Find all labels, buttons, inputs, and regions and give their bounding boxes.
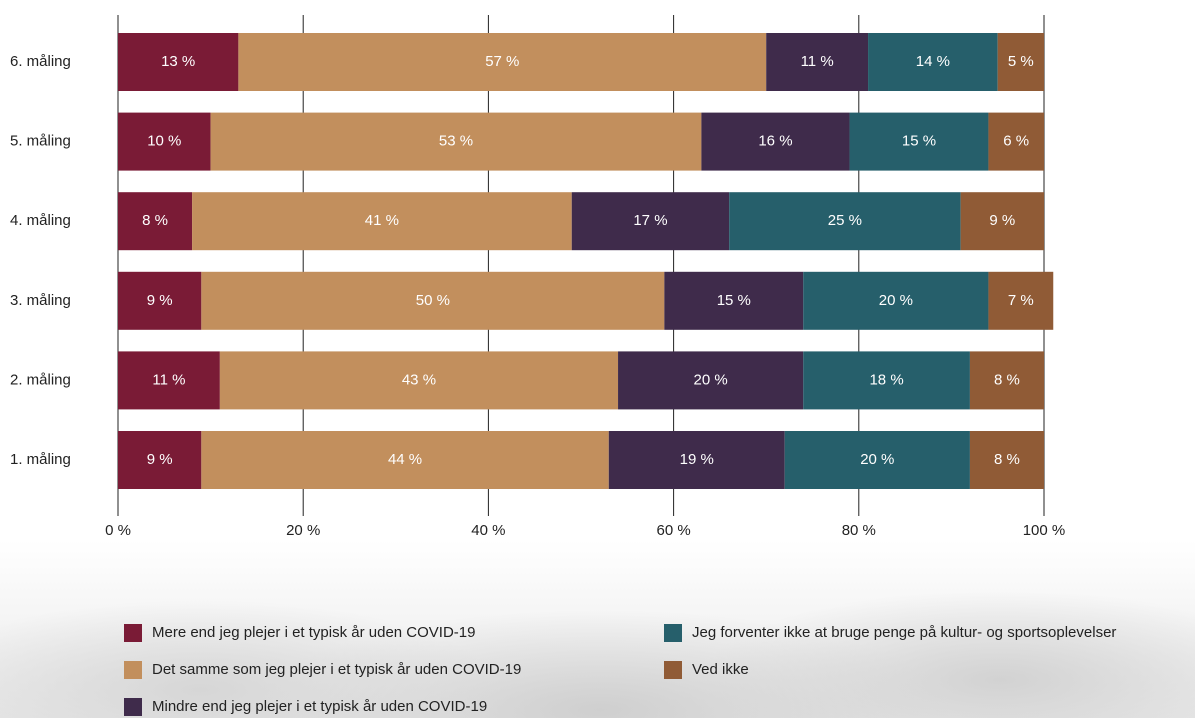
value-label: 15 % [717, 292, 751, 309]
value-label: 9 % [147, 451, 173, 468]
value-label: 43 % [402, 371, 436, 388]
value-label: 20 % [879, 292, 913, 309]
x-tick-label: 0 % [105, 522, 131, 539]
value-label: 15 % [902, 133, 936, 150]
bar-segment [969, 351, 1044, 410]
background [0, 540, 1195, 718]
legend-swatch [124, 624, 142, 642]
legend-label: Mere end jeg plejer i et typisk år uden … [152, 624, 476, 641]
value-label: 50 % [416, 292, 450, 309]
bar-segment [118, 271, 202, 330]
value-label: 5 % [1008, 53, 1034, 70]
value-label: 57 % [485, 53, 519, 70]
bar-segment [988, 112, 1044, 171]
bar-segment [618, 351, 804, 410]
value-label: 6 % [1003, 133, 1029, 150]
value-label: 20 % [860, 451, 894, 468]
y-tick-label: 5. måling [10, 133, 71, 150]
value-label: 10 % [147, 133, 181, 150]
bar-segment [201, 431, 609, 489]
bar-segment [701, 112, 850, 171]
value-label: 53 % [439, 133, 473, 150]
value-label: 8 % [994, 451, 1020, 468]
bar-segment [192, 192, 572, 251]
bar-segment [803, 351, 970, 410]
value-label: 20 % [694, 371, 728, 388]
legend-label: Det samme som jeg plejer i et typisk år … [152, 661, 521, 678]
value-label: 41 % [365, 212, 399, 229]
y-tick-label: 2. måling [10, 371, 71, 388]
bar-segment [960, 192, 1044, 251]
x-tick-label: 20 % [286, 522, 320, 539]
value-label: 17 % [633, 212, 667, 229]
x-tick-label: 60 % [656, 522, 690, 539]
bar-segment [118, 33, 239, 91]
bar-segment [608, 431, 785, 489]
bar-segment [849, 112, 989, 171]
x-tick-label: 100 % [1023, 522, 1066, 539]
bar-segment [201, 271, 665, 330]
value-label: 8 % [142, 212, 168, 229]
value-label: 7 % [1008, 292, 1034, 309]
value-label: 11 % [152, 371, 185, 388]
bar-segment [988, 271, 1054, 330]
bar-segment [571, 192, 730, 251]
y-tick-label: 6. måling [10, 53, 71, 70]
bar-segment [210, 112, 702, 171]
legend-swatch [664, 624, 682, 642]
value-label: 44 % [388, 451, 422, 468]
bar-segment [803, 271, 989, 330]
bar-segment [729, 192, 961, 251]
value-label: 11 % [801, 53, 834, 70]
value-label: 16 % [758, 133, 792, 150]
y-tick-label: 1. måling [10, 451, 71, 468]
legend-swatch [124, 698, 142, 716]
x-tick-label: 80 % [842, 522, 876, 539]
y-tick-label: 3. måling [10, 292, 71, 309]
value-label: 19 % [680, 451, 714, 468]
bar-segment [219, 351, 619, 410]
bar-segment [118, 431, 202, 489]
bar-segment [118, 351, 220, 410]
value-label: 9 % [147, 292, 173, 309]
legend-swatch [664, 661, 682, 679]
bar-segment [784, 431, 970, 489]
y-tick-label: 4. måling [10, 212, 71, 229]
value-label: 14 % [916, 53, 950, 70]
value-label: 8 % [994, 371, 1020, 388]
value-label: 25 % [828, 212, 862, 229]
bar-segment [118, 192, 193, 251]
bar-segment [766, 33, 869, 91]
legend-swatch [124, 661, 142, 679]
legend-label: Mindre end jeg plejer i et typisk år ude… [152, 698, 487, 715]
bar-segment [238, 33, 767, 91]
bar-segment [969, 431, 1044, 489]
bar-segment [868, 33, 998, 91]
x-tick-label: 40 % [471, 522, 505, 539]
bar-segment [118, 112, 211, 171]
legend-label: Jeg forventer ikke at bruge penge på kul… [692, 624, 1116, 641]
bar-segment [664, 271, 804, 330]
value-label: 9 % [989, 212, 1015, 229]
bar-segment [997, 33, 1044, 91]
value-label: 18 % [869, 371, 903, 388]
legend-label: Ved ikke [692, 661, 749, 678]
value-label: 13 % [161, 53, 195, 70]
